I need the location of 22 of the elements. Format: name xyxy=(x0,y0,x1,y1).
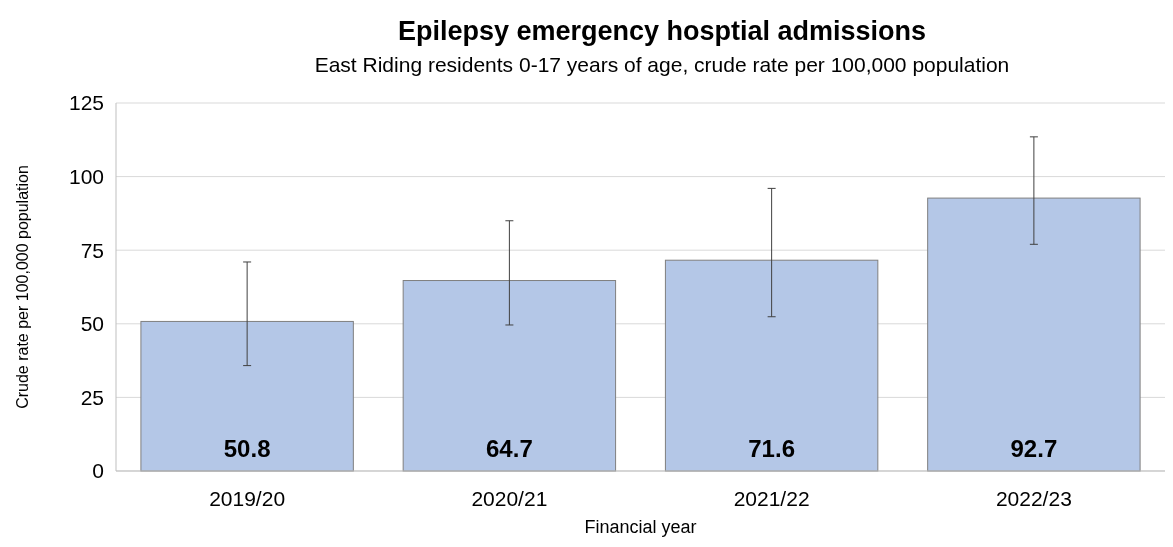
y-tick-label: 0 xyxy=(92,459,104,483)
chart-title: Epilepsy emergency hosptial admissions xyxy=(397,16,927,46)
chart-subtitle: East Riding residents 0-17 years of age, crude rate per 100,000 population xyxy=(314,53,1010,76)
y-axis-title: Crude rate per 100,000 population xyxy=(14,165,31,409)
bar xyxy=(402,280,617,472)
x-tick-label: 2020/21 xyxy=(471,487,548,510)
x-tick-label: 2021/22 xyxy=(733,487,810,510)
data-label: 92.7 xyxy=(1010,435,1058,462)
bar xyxy=(140,320,354,472)
x-tick-label: 2019/20 xyxy=(209,487,286,510)
y-tick-label: 125 xyxy=(68,91,104,115)
y-tick-label: 75 xyxy=(80,238,104,262)
data-label: 50.8 xyxy=(223,435,271,462)
x-axis-title: Financial year xyxy=(584,517,697,537)
bar xyxy=(664,259,879,472)
y-tick-label: 50 xyxy=(80,312,104,336)
data-label: 64.7 xyxy=(486,435,533,462)
bar xyxy=(927,197,1141,472)
y-tick-label: 100 xyxy=(68,164,104,188)
x-tick-label: 2022/23 xyxy=(995,487,1072,510)
y-tick-label: 25 xyxy=(80,385,104,409)
data-label: 71.6 xyxy=(748,435,795,462)
